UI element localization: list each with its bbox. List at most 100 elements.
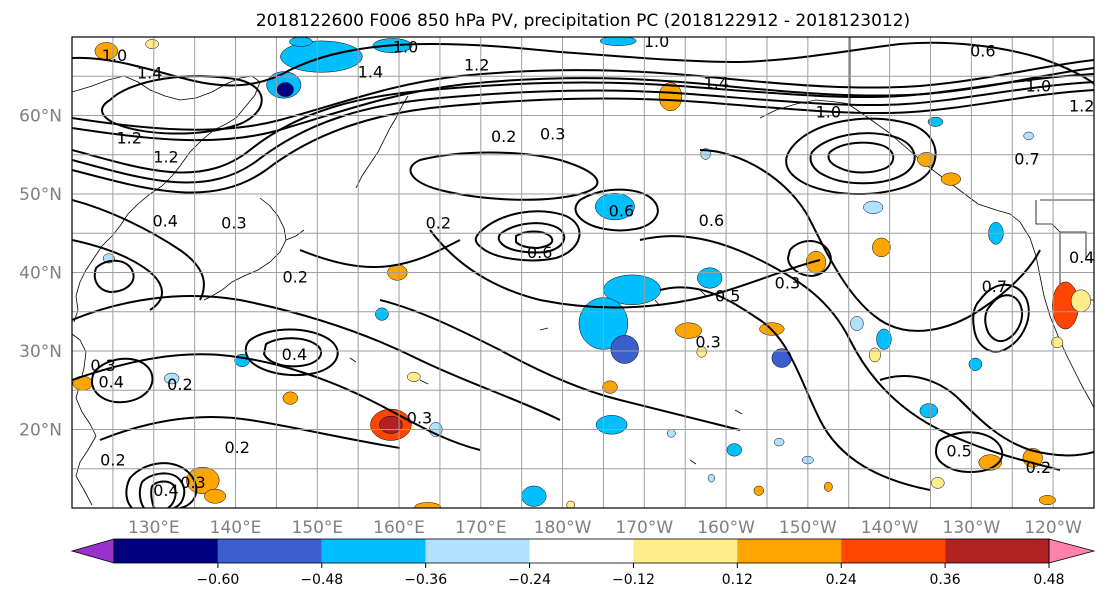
pv-contour-sub-2 — [72, 353, 481, 451]
contour-label-36: 0.4 — [153, 481, 178, 500]
precip-cell-8 — [658, 82, 683, 112]
contour-label-8: 1.2 — [153, 147, 178, 166]
pv-contour-high-2 — [559, 41, 1094, 85]
precip-cell-20 — [610, 335, 639, 364]
contour-label-3: 1.4 — [358, 63, 383, 82]
colorbar-frame — [113, 538, 1050, 564]
precip-cell-33 — [375, 307, 389, 321]
pv-contour-alaska-low-3 — [827, 141, 895, 174]
pv-contour-eddy-1b — [497, 222, 566, 254]
colorbar-extend-high — [1048, 538, 1096, 564]
colorbar: −0.60 −0.48 −0.36 −0.24 −0.12 0.12 0.24 0.36 0.4… — [70, 538, 1096, 588]
precip-cell-22 — [696, 346, 707, 358]
colorbar-segment-7 — [841, 539, 946, 563]
axis-tick-labels: 130°E 140°E 150°E 160°E 170°E 180°W 170°W 160°W… — [19, 107, 1082, 539]
pv-contour-eddy-1 — [474, 210, 581, 262]
contour-label-37: 0.5 — [946, 442, 971, 461]
lon-tick-210: 150°W — [779, 518, 837, 538]
lon-tick-140: 140°E — [210, 518, 262, 538]
pv-contour-jet-4 — [72, 59, 1094, 131]
precip-cell-35 — [164, 372, 180, 385]
pv-contour-blob-se — [934, 431, 1004, 474]
pv-contour-east-3 — [659, 286, 931, 491]
precip-cell-27 — [876, 328, 892, 350]
precip-cell-47 — [774, 437, 785, 447]
contour-label-17: 0.3 — [221, 213, 246, 232]
precip-cell-64 — [927, 116, 944, 127]
pv-contour-core-sw-2 — [138, 472, 186, 508]
map-plot-area: 1.0 1.4 1.0 1.4 1.2 1.0 1.4 1.2 1.2 0.2 0.3 1.0 0.6 1… — [72, 32, 1094, 508]
pv-contour-east-ring-1 — [972, 283, 1030, 353]
colorbar-tick-7: 0.36 — [930, 572, 961, 588]
contour-label-26: 0.4 — [1069, 248, 1094, 267]
pv-contour-alaska-low-2 — [809, 132, 916, 185]
precip-cell-25 — [868, 347, 881, 363]
lat-tick-30: 30°N — [19, 342, 62, 362]
coastlines — [72, 37, 1094, 506]
precip-cell-49 — [919, 403, 939, 419]
contour-label-21: 0.6 — [527, 243, 552, 262]
precip-cell-59 — [823, 481, 833, 492]
contour-label-0: 1.0 — [102, 46, 127, 65]
lon-tick-190: 170°W — [615, 518, 673, 538]
pv-contour-core-sw-1 — [125, 462, 198, 508]
colorbar-segment-5 — [633, 539, 738, 563]
pv-contour-east-wave — [879, 375, 1094, 457]
contour-label-12: 0.6 — [970, 41, 995, 60]
map-frame — [71, 36, 1095, 509]
colorbar-extend-low — [70, 538, 115, 564]
contour-label-30: 0.4 — [282, 345, 307, 364]
lon-tick-180: 180°W — [534, 518, 592, 538]
colorbar-segment-8 — [945, 539, 1049, 563]
pv-contour-blob-mid — [786, 240, 832, 278]
contour-label-25: 0.7 — [982, 277, 1007, 296]
pv-contour-alaska-low-1 — [785, 117, 937, 195]
precip-cell-13 — [863, 200, 884, 214]
precip-cell-57 — [707, 474, 715, 483]
pv-contour-west-2 — [72, 239, 163, 311]
lon-tick-130: 130°E — [128, 518, 180, 538]
colorbar-segment-1 — [217, 539, 322, 563]
lon-tick-150: 150°E — [291, 518, 343, 538]
precip-cell-61 — [1038, 495, 1056, 506]
precip-cell-55 — [566, 500, 576, 508]
precip-cell-1 — [145, 39, 159, 50]
contour-label-35: 0.3 — [180, 473, 205, 492]
colorbar-tick-4: −0.12 — [612, 572, 655, 588]
contour-label-1: 1.4 — [137, 63, 162, 82]
contour-label-20: 0.6 — [699, 211, 724, 230]
colorbar-segment-4 — [529, 539, 634, 563]
contour-label-9: 0.2 — [491, 127, 516, 146]
pv-contour-east-ring-2 — [984, 294, 1024, 342]
contour-label-32: 0.3 — [407, 409, 432, 428]
contour-label-29: 0.2 — [167, 375, 192, 394]
pv-contour-jet-3 — [72, 89, 1094, 194]
contour-label-27: 0.3 — [90, 356, 115, 375]
contour-label-19: 0.6 — [609, 202, 634, 221]
colorbar-segment-3 — [425, 539, 530, 563]
contour-label-28: 0.4 — [98, 373, 123, 392]
contour-label-4: 1.2 — [464, 56, 489, 75]
pv-contour-mid-1 — [429, 229, 821, 309]
precip-cell-28 — [968, 357, 983, 371]
coastline-north-america — [1019, 199, 1094, 409]
precip-cell-50 — [978, 454, 1002, 471]
pv-contour-mid-2 — [299, 239, 461, 269]
contour-label-5: 1.0 — [644, 32, 669, 51]
colorbar-tick-5: 0.12 — [722, 572, 753, 588]
lon-tick-220: 140°W — [861, 518, 919, 538]
contour-label-7: 1.2 — [116, 129, 141, 148]
colorbar-tick-1: −0.48 — [300, 572, 343, 588]
colorbar-segment-0 — [114, 539, 218, 563]
precip-cell-17 — [697, 267, 723, 289]
colorbar-tick-2: −0.36 — [404, 572, 447, 588]
precip-cell-21 — [675, 322, 702, 339]
precip-cell-10 — [1023, 131, 1034, 141]
pv-contour-ring-west-small — [93, 259, 135, 294]
precip-cell-7 — [599, 37, 637, 46]
pv-contour-ring-nw — [101, 75, 263, 135]
graticule — [72, 37, 1094, 508]
pv-contour-eddy-1c — [515, 230, 554, 250]
